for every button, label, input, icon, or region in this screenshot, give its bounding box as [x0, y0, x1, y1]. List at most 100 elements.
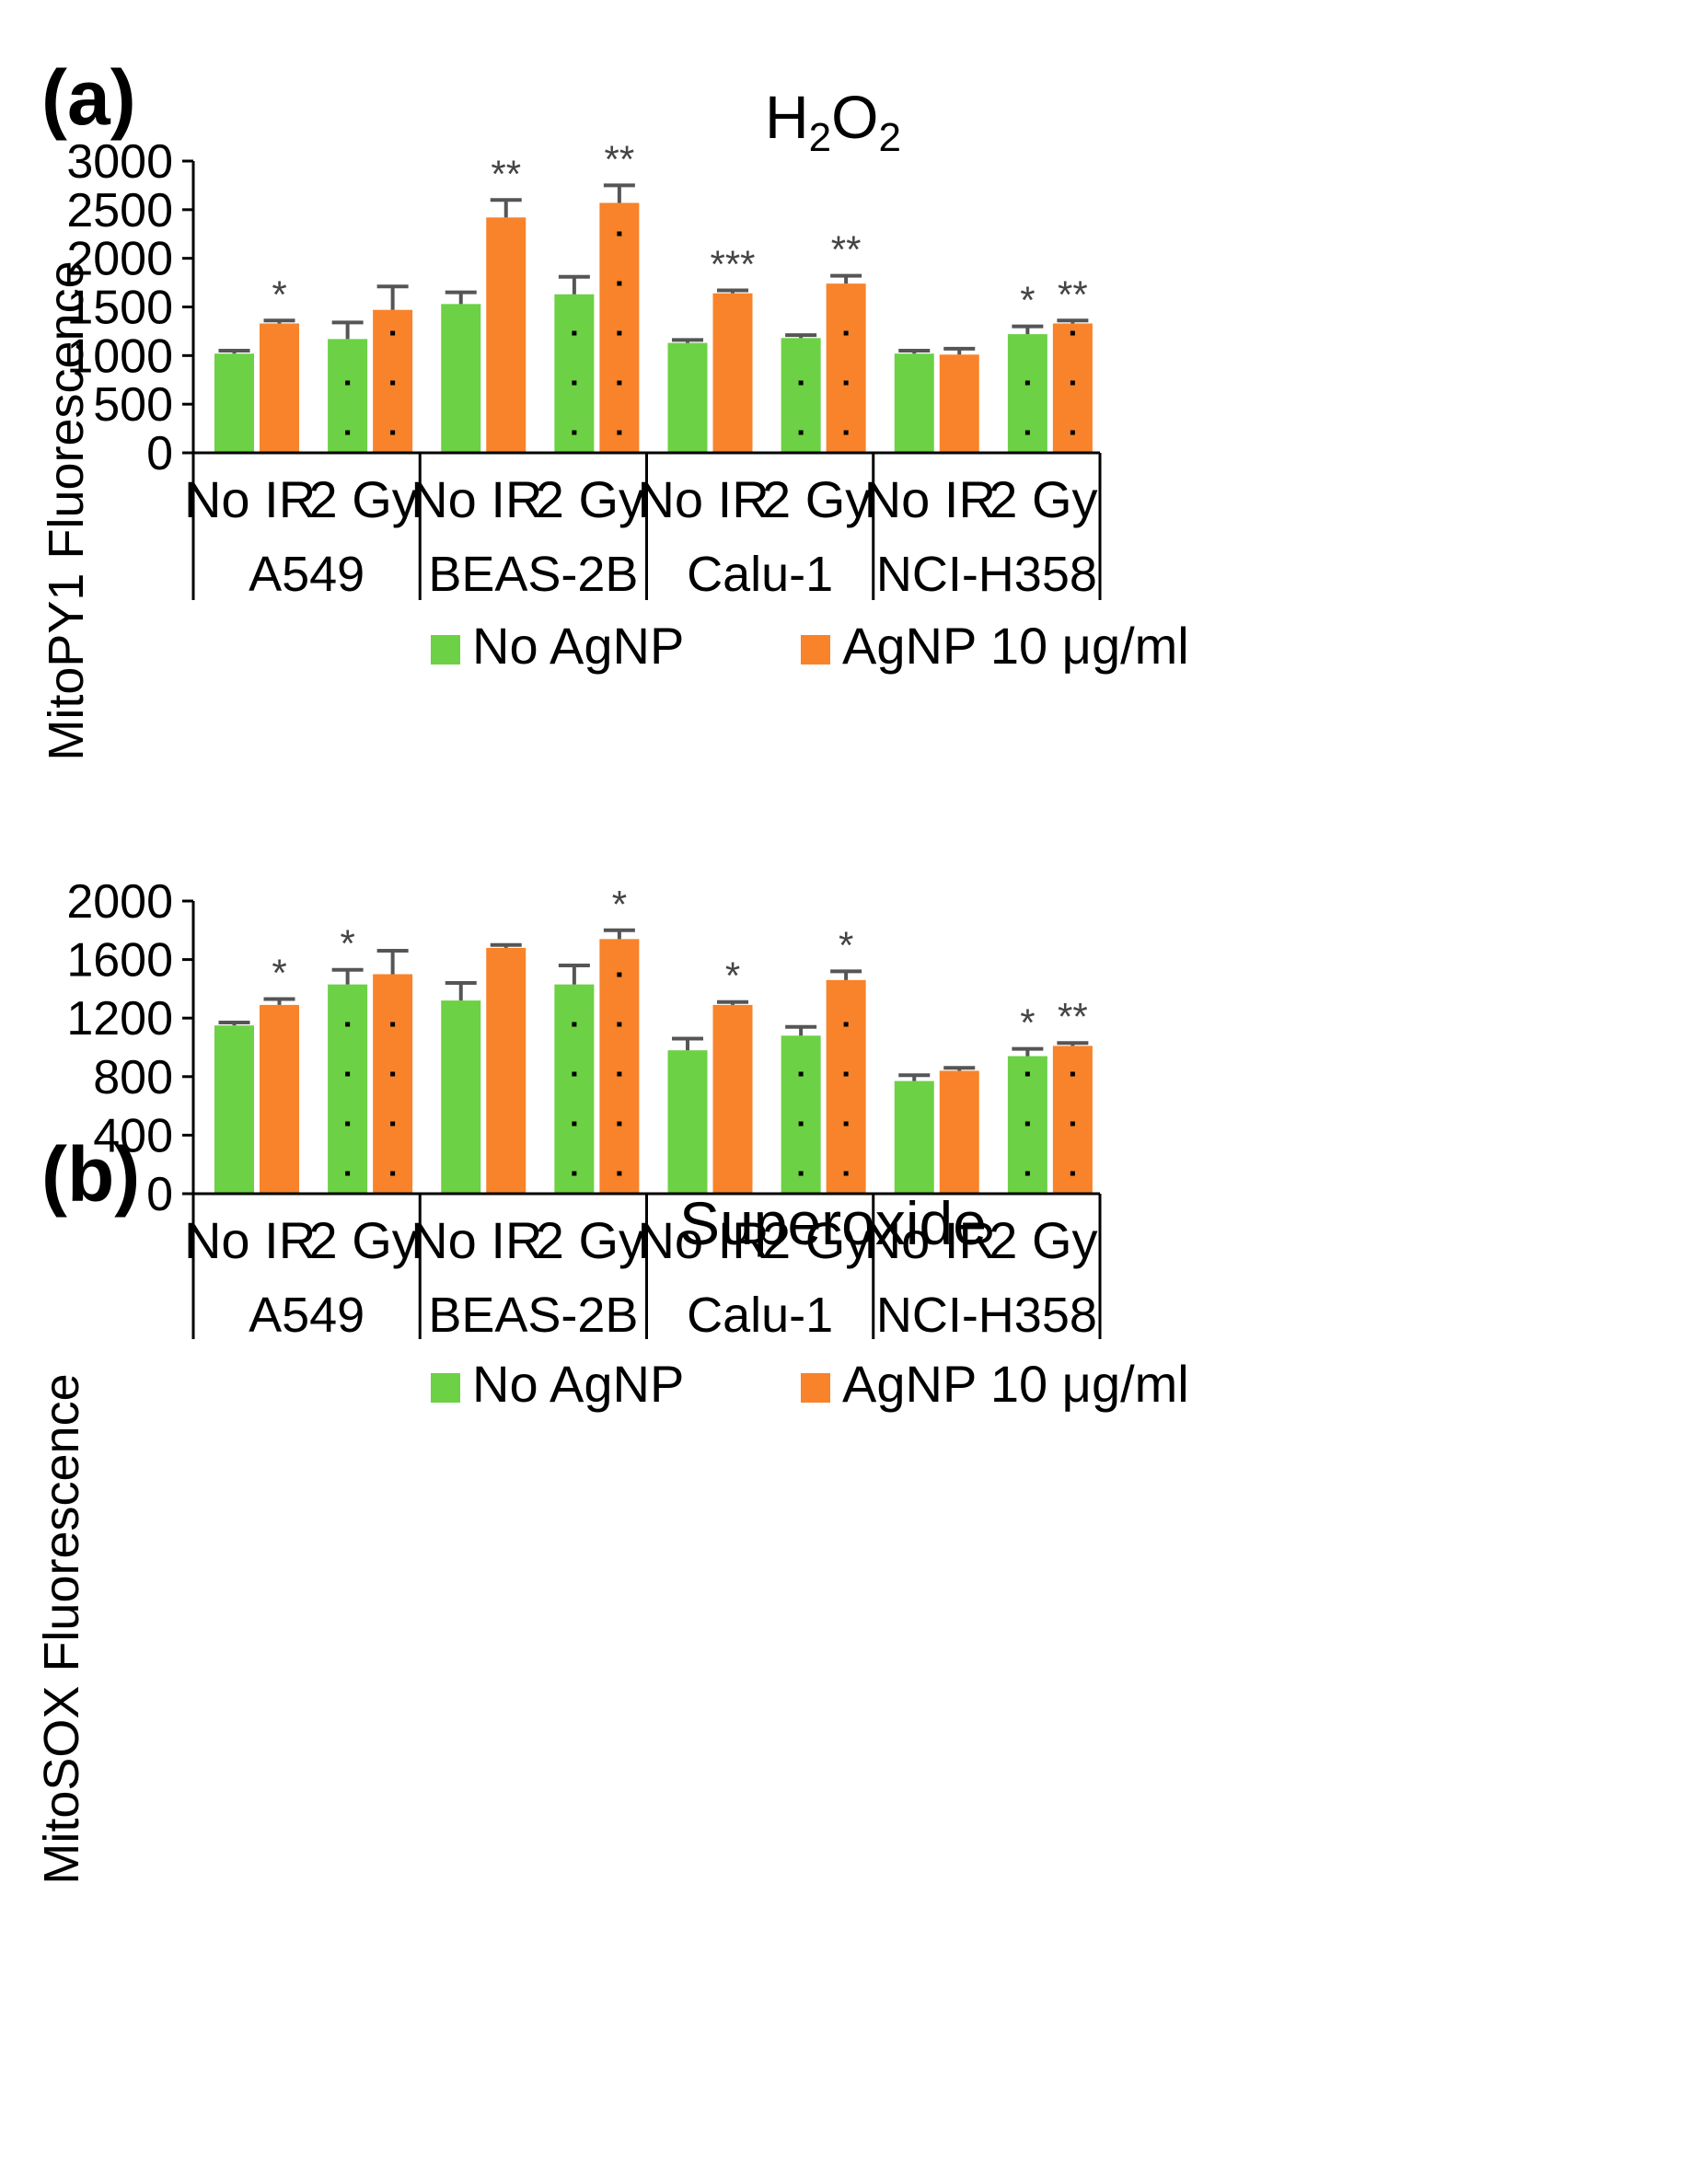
bar-dot — [843, 1171, 849, 1176]
panel-a-axes — [191, 161, 1102, 600]
bar-dot — [843, 330, 849, 336]
panel-a-bars: **** ***** **** — [214, 137, 1093, 454]
bar — [712, 293, 753, 453]
bar-dot — [390, 1121, 396, 1127]
ytick-label: 400 — [93, 1109, 173, 1162]
bar-dot — [798, 430, 804, 435]
bar-dot — [1070, 380, 1075, 386]
bar — [1007, 334, 1047, 453]
bar-dot — [798, 380, 804, 386]
bar-dot — [798, 1171, 804, 1176]
condition-label: 2 Gy — [536, 470, 644, 528]
legend-swatch — [431, 635, 460, 664]
bar — [260, 323, 299, 453]
condition-label: No IR — [184, 470, 316, 528]
condition-label: No IR — [411, 1211, 542, 1269]
bar-dot — [1024, 1171, 1030, 1176]
bar-dot — [572, 330, 577, 336]
panel-b-ylabel: MitoSOX Fluorescence — [34, 1373, 89, 1884]
significance-label: ** — [605, 137, 635, 180]
bar-dot — [345, 1071, 351, 1077]
bar-dot — [572, 1022, 577, 1027]
bar-dot — [617, 1022, 622, 1027]
bar-dot — [1024, 380, 1030, 386]
panel-b: (b) Superoxide MitoSOX Fluorescence 0 400… — [34, 875, 1189, 1885]
bar — [599, 202, 640, 454]
bar — [894, 353, 934, 453]
bar-dot — [1070, 1071, 1075, 1077]
bar-dot — [1024, 1121, 1030, 1127]
ytick-label: 1500 — [66, 282, 173, 335]
bar-dot — [617, 1171, 622, 1176]
bar-dot — [1024, 430, 1030, 435]
bar — [328, 984, 368, 1194]
ytick-label: 3000 — [66, 135, 173, 189]
bar-dot — [390, 1022, 396, 1027]
significance-label: ** — [1058, 272, 1088, 316]
panel-b-label: (b) — [41, 1131, 140, 1218]
title-o: O — [831, 83, 878, 151]
bar-dot — [617, 330, 622, 336]
bar-dot — [843, 1071, 849, 1077]
bar — [781, 1035, 821, 1194]
bar-dot — [617, 1121, 622, 1127]
significance-label: * — [272, 952, 286, 995]
panel-a: (a) H2O2 MitoPY1 Fluorescence 0500100015… — [39, 54, 1189, 761]
condition-label: No IR — [864, 470, 996, 528]
bar — [667, 342, 708, 453]
bar-dot — [617, 972, 622, 977]
significance-label: * — [1020, 279, 1035, 322]
cell-line-label: A549 — [249, 547, 364, 602]
bar — [486, 217, 526, 453]
ytick-label: 2500 — [66, 184, 173, 237]
bar-dot — [390, 430, 396, 435]
bar-dot — [617, 281, 622, 286]
bar-dot — [1070, 330, 1075, 336]
bar-dot — [617, 1071, 622, 1077]
ytick-label: 2000 — [66, 233, 173, 286]
bar — [214, 1025, 254, 1194]
bar — [1052, 1046, 1093, 1194]
bar-dot — [390, 1071, 396, 1077]
significance-label: ** — [831, 228, 862, 272]
panel-a-label: (a) — [41, 54, 136, 141]
cell-line-label: Calu-1 — [687, 547, 833, 602]
bar-dot — [1024, 1071, 1030, 1077]
bar — [894, 1080, 934, 1194]
ytick-label: 0 — [146, 427, 173, 480]
bar-dot — [390, 1171, 396, 1176]
bar — [486, 947, 526, 1194]
significance-label: * — [1020, 1001, 1035, 1045]
ytick-label: 0 — [146, 1168, 173, 1221]
significance-label: ** — [491, 152, 521, 195]
bar-dot — [1070, 430, 1075, 435]
cell-line-label: BEAS-2B — [428, 547, 638, 602]
bar — [441, 1000, 481, 1194]
bar-dot — [572, 380, 577, 386]
cell-line-label: NCI-H358 — [876, 547, 1097, 602]
legend-swatch — [801, 635, 830, 664]
bar-dot — [345, 380, 351, 386]
bar-dot — [345, 430, 351, 435]
condition-label: No IR — [411, 470, 542, 528]
bar-dot — [798, 1121, 804, 1127]
panel-a-title: H2O2 — [765, 83, 901, 160]
bar — [599, 939, 640, 1194]
condition-label: No IR — [184, 1211, 316, 1269]
legend-swatch — [431, 1373, 460, 1403]
significance-label: * — [340, 922, 354, 965]
title-h: H — [765, 83, 809, 151]
title-sub-1: 2 — [809, 115, 831, 160]
bar-dot — [617, 231, 622, 237]
significance-label: * — [272, 272, 286, 316]
bar-dot — [617, 380, 622, 386]
bar-dot — [572, 1171, 577, 1176]
ytick-label: 1200 — [66, 992, 173, 1046]
bar-dot — [843, 1121, 849, 1127]
panel-b-bars: ******** — [214, 883, 1093, 1194]
